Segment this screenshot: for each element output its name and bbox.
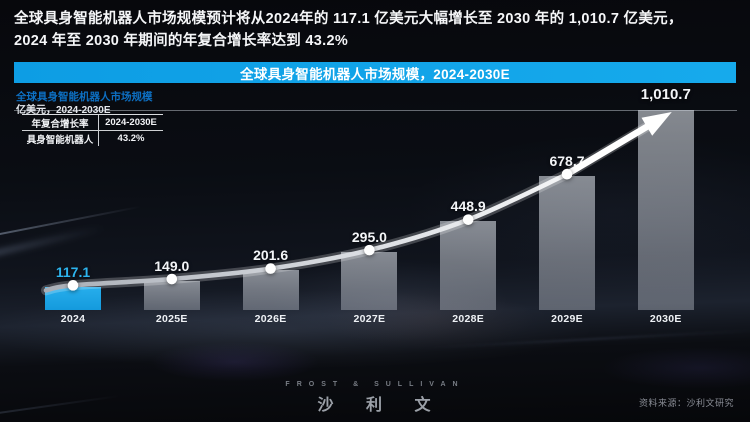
axis-label-2025E: 2025E (155, 313, 188, 325)
legend-header-row: 年复合增长率 2024-2030E (22, 114, 163, 131)
axis-label-2027E: 2027E (353, 313, 386, 325)
chart-unit-label: 亿美元，2024-2030E (16, 105, 111, 116)
axis-label-2030E: 2030E (649, 313, 682, 325)
value-label-2029E: 678.7 (549, 152, 585, 169)
legend-header-period: 2024-2030E (105, 117, 157, 128)
footer-brand: FROST & SULLIVAN 沙 利 文 (0, 381, 750, 415)
axis-label-2024: 2024 (60, 313, 86, 325)
axis-label-2029E: 2029E (551, 313, 583, 325)
top-gridline (14, 110, 737, 111)
light-streak (0, 225, 105, 257)
axis-label-2026E: 2026E (254, 313, 287, 325)
headline-line-2: 2024 年至 2030 年期间的年复合增长率达到 43.2% (14, 33, 349, 49)
horizon-glow (430, 329, 750, 349)
legend-data-row: 具身智能机器人 43.2% (22, 131, 163, 146)
bar-2027E (341, 251, 398, 310)
headline-line-1: 全球具身智能机器人市场规模预计将从2024年的 117.1 亿美元大幅增长至 2… (14, 11, 683, 27)
cagr-legend-table: 年复合增长率 2024-2030E 具身智能机器人 43.2% (22, 114, 163, 146)
value-label-2026E: 201.6 (253, 247, 289, 264)
frost-sullivan-logo-en: FROST & SULLIVAN (285, 381, 465, 388)
bar-2028E (440, 221, 497, 310)
legend-cagr-value: 43.2% (117, 133, 145, 144)
bar-2029E (539, 175, 595, 310)
legend-header-metric: 年复合增长率 (22, 115, 99, 130)
bar-2030E (637, 110, 694, 310)
value-label-2027E: 295.0 (351, 228, 387, 245)
value-label-2030E: 1,010.7 (640, 86, 691, 103)
light-streak (0, 394, 120, 416)
axis-label-2028E: 2028E (452, 313, 485, 325)
chart-title-banner: 全球具身智能机器人市场规模，2024-2030E (14, 62, 736, 83)
light-streak (0, 205, 141, 237)
chart-subtitle-cn: 全球具身智能机器人市场规模 (16, 91, 153, 103)
value-label-2028E: 448.9 (450, 198, 486, 215)
data-source-note: 资料来源：沙利文研究 (638, 398, 734, 408)
value-label-2024: 117.1 (55, 263, 91, 280)
bar-2025E (143, 280, 200, 310)
legend-series-name: 具身智能机器人 (22, 131, 99, 146)
bar-2024 (45, 286, 101, 310)
frost-sullivan-logo-cn: 沙 利 文 (317, 397, 445, 414)
value-label-2025E: 149.0 (154, 257, 190, 274)
headline: 全球具身智能机器人市场规模预计将从2024年的 117.1 亿美元大幅增长至 2… (14, 8, 683, 52)
bar-2026E (242, 270, 299, 310)
